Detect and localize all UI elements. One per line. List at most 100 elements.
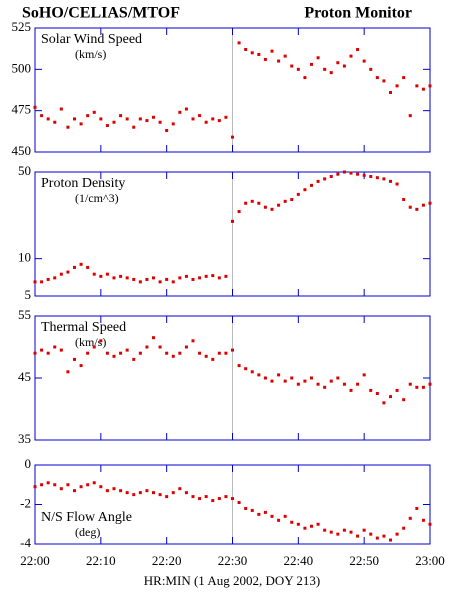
point [231, 497, 234, 501]
point [375, 76, 379, 80]
point [132, 357, 136, 361]
point [191, 495, 195, 499]
point [270, 207, 274, 211]
point [369, 67, 373, 71]
point [329, 71, 333, 75]
header-left: SoHO/CELIAS/MTOF [22, 5, 180, 22]
point [356, 534, 360, 538]
point [86, 351, 90, 355]
point [112, 487, 116, 491]
point [237, 210, 241, 214]
point [145, 345, 149, 349]
point [237, 364, 241, 368]
point [59, 487, 63, 491]
point [250, 508, 254, 512]
point [263, 510, 267, 514]
point [428, 382, 432, 386]
panel-unit: (km/s) [75, 335, 106, 349]
point [125, 117, 129, 121]
point [277, 59, 281, 63]
point [389, 90, 392, 94]
point [389, 395, 392, 399]
point [53, 345, 57, 349]
point [329, 174, 333, 178]
point [310, 62, 313, 66]
point [211, 274, 215, 278]
point [408, 205, 412, 209]
point [198, 497, 202, 501]
point [211, 499, 215, 503]
point [119, 489, 123, 493]
point [356, 172, 360, 176]
point [145, 119, 149, 123]
point [105, 272, 109, 276]
y-tick-label: 35 [18, 431, 31, 446]
y-tick-label: 5 [25, 287, 32, 302]
point [244, 47, 248, 51]
point [310, 376, 313, 380]
point [263, 57, 267, 61]
point [421, 385, 425, 389]
point [237, 41, 241, 45]
point [105, 489, 109, 493]
point [66, 483, 70, 487]
point [369, 532, 373, 536]
point [152, 115, 155, 119]
y-tick-label: 500 [12, 60, 32, 75]
point [92, 345, 96, 349]
point [310, 524, 313, 528]
point [132, 125, 136, 129]
point [303, 76, 307, 80]
point [191, 277, 195, 281]
point [46, 351, 50, 355]
point [79, 262, 83, 266]
point [40, 114, 44, 118]
point [86, 114, 90, 118]
point [191, 117, 195, 121]
point [145, 277, 149, 281]
point [316, 179, 320, 183]
point [99, 117, 103, 121]
panel-title: N/S Flow Angle [41, 510, 132, 525]
x-tick-label: 22:10 [86, 553, 116, 568]
point [382, 401, 386, 405]
point [362, 173, 366, 177]
point [79, 122, 83, 126]
point [290, 64, 294, 68]
point [237, 501, 241, 505]
point [105, 351, 109, 355]
point [73, 117, 76, 121]
point [336, 172, 340, 176]
point [217, 351, 221, 355]
panel-title: Thermal Speed [41, 320, 126, 335]
point [349, 54, 353, 58]
point [296, 522, 300, 526]
point [389, 179, 392, 183]
point [40, 348, 44, 352]
point [296, 382, 300, 386]
point [395, 388, 399, 392]
point [356, 382, 360, 386]
point [46, 117, 50, 121]
point [125, 491, 129, 495]
point [59, 348, 63, 352]
point [382, 177, 386, 181]
point [395, 532, 399, 536]
point [152, 276, 155, 280]
point [224, 351, 228, 355]
point [257, 52, 261, 56]
point [402, 526, 406, 530]
panel-unit: (km/s) [75, 47, 106, 61]
point [408, 114, 412, 118]
point [336, 61, 340, 65]
point [224, 274, 228, 278]
point [165, 277, 169, 281]
point [257, 201, 261, 205]
point [138, 117, 142, 121]
point [244, 506, 248, 510]
y-tick-label: -4 [20, 535, 31, 550]
point [421, 203, 425, 207]
point [329, 379, 333, 383]
point [125, 348, 129, 352]
